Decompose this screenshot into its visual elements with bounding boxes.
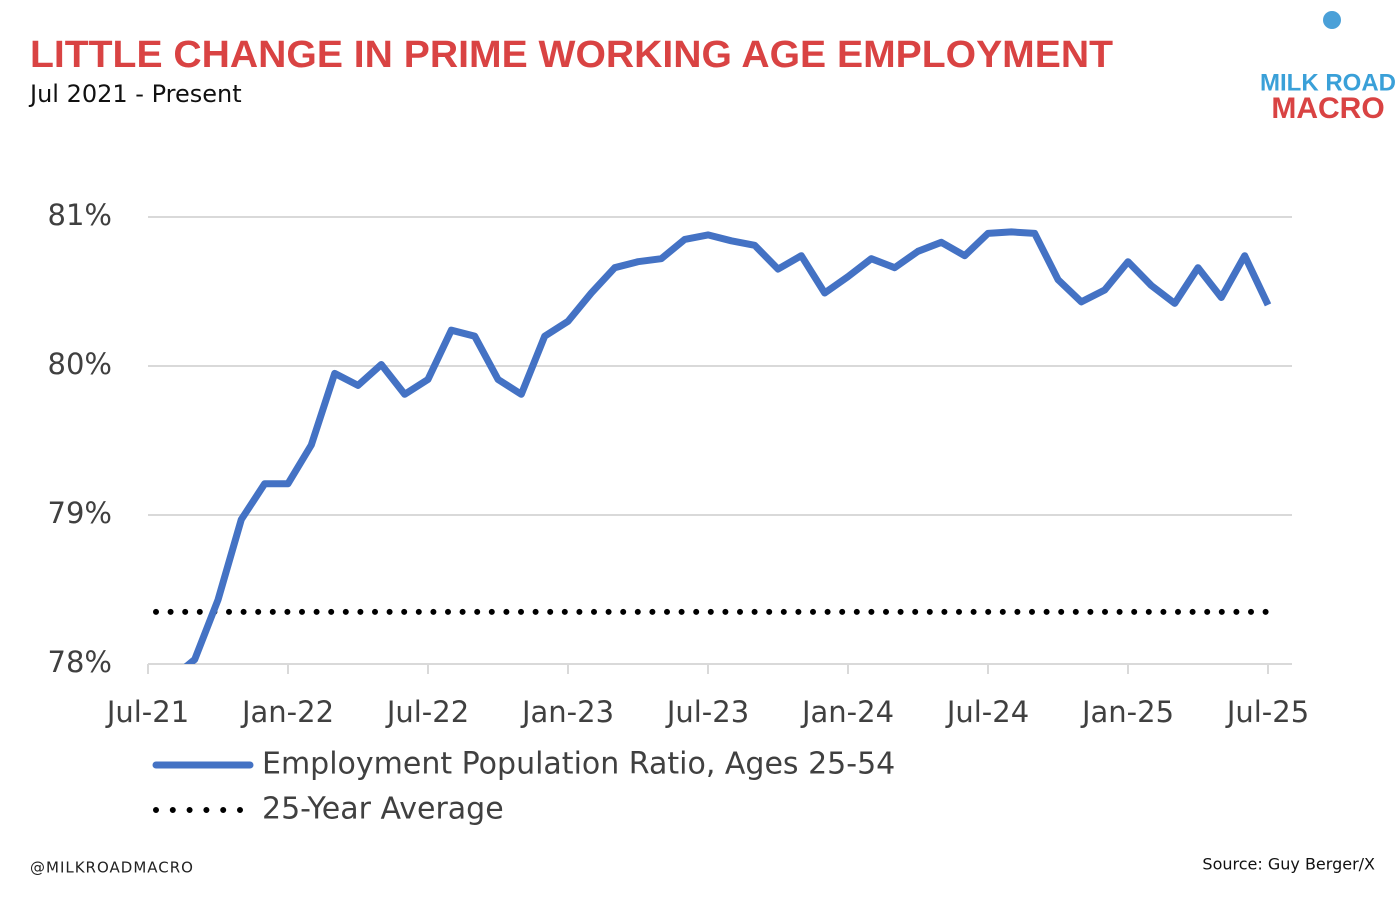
y-tick-label: 79% bbox=[48, 496, 112, 530]
handle: @MILKROADMACRO bbox=[30, 859, 194, 877]
logo-text: MILK ROAD bbox=[1260, 69, 1396, 96]
y-tick-label: 80% bbox=[48, 347, 112, 381]
logo-globe bbox=[1323, 11, 1341, 29]
x-tick-label: Jul-23 bbox=[665, 695, 749, 729]
legend-label: 25-Year Average bbox=[262, 792, 504, 827]
chart-title: LITTLE CHANGE IN PRIME WORKING AGE EMPLO… bbox=[30, 34, 1113, 76]
x-tick-label: Jul-21 bbox=[105, 695, 189, 729]
source: Source: Guy Berger/X bbox=[1202, 855, 1375, 874]
x-tick-label: Jan-24 bbox=[800, 695, 894, 729]
chart-subtitle: Jul 2021 - Present bbox=[28, 80, 242, 108]
x-tick-label: Jan-22 bbox=[240, 695, 334, 729]
x-tick-label: Jul-24 bbox=[945, 695, 1029, 729]
y-tick-label: 81% bbox=[48, 198, 112, 232]
logo: MILK ROAD MACRO bbox=[1260, 11, 1396, 125]
data-line bbox=[183, 228, 1272, 664]
logo-text: MACRO bbox=[1271, 92, 1384, 125]
y-tick-label: 78% bbox=[48, 645, 112, 679]
x-tick-label: Jul-25 bbox=[1225, 695, 1309, 729]
x-tick-label: Jul-22 bbox=[385, 695, 469, 729]
x-tick-label: Jan-23 bbox=[520, 695, 614, 729]
x-tick-label: Jan-25 bbox=[1080, 695, 1174, 729]
legend-label: Employment Population Ratio, Ages 25-54 bbox=[262, 747, 895, 782]
